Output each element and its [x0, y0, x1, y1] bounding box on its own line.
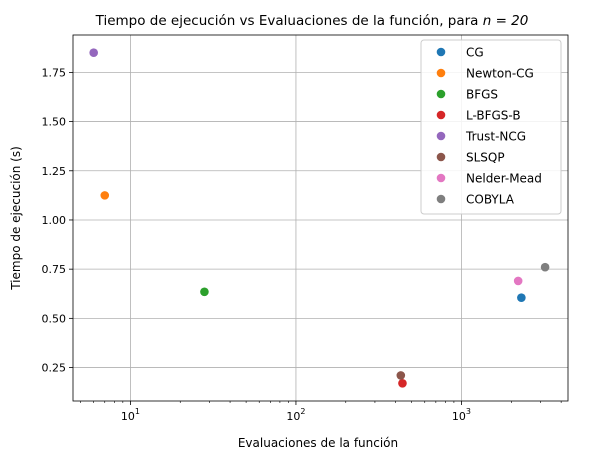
y-tick-label: 1.75 — [42, 66, 67, 79]
legend-label: SLSQP — [466, 151, 505, 165]
y-tick-label: 1.50 — [42, 116, 67, 129]
legend-label: BFGS — [466, 88, 498, 102]
legend-label: Nelder-Mead — [466, 172, 542, 186]
data-point — [541, 263, 550, 272]
y-tick-label: 1.25 — [42, 165, 67, 178]
data-point — [517, 293, 526, 302]
legend-label: L-BFGS-B — [466, 109, 521, 123]
legend-marker — [437, 174, 446, 183]
data-point — [398, 379, 407, 388]
chart-title-math: n = 20 — [483, 13, 529, 29]
legend-marker — [437, 111, 446, 120]
legend-label: Trust-NCG — [465, 130, 526, 144]
y-tick-label: 1.00 — [42, 214, 67, 227]
y-tick-label: 0.50 — [42, 312, 67, 325]
legend-marker — [437, 90, 446, 99]
legend-marker — [437, 195, 446, 204]
y-axis-label: Tiempo de ejecución (s) — [9, 146, 23, 291]
x-tick-label: 103 — [452, 407, 471, 423]
chart-title: Tiempo de ejecución vs Evaluaciones de l… — [95, 13, 529, 29]
legend-label: COBYLA — [466, 193, 515, 207]
data-point — [200, 287, 209, 296]
x-tick-label: 101 — [121, 407, 140, 423]
x-axis-label: Evaluaciones de la función — [238, 436, 398, 450]
legend-marker — [437, 132, 446, 141]
y-tick-label: 0.75 — [42, 263, 67, 276]
data-point — [89, 48, 98, 57]
y-tick-label: 0.25 — [42, 362, 67, 375]
legend-marker — [437, 69, 446, 78]
x-tick-label: 102 — [286, 407, 305, 423]
legend-label: Newton-CG — [466, 67, 534, 81]
legend-marker — [437, 153, 446, 162]
legend-label: CG — [466, 46, 484, 60]
legend: CG Newton-CG BFGS L-BFGS-B Trust-NCG SLSQP Nel… — [421, 40, 561, 214]
legend-marker — [437, 48, 446, 57]
data-point — [514, 277, 523, 286]
data-point — [397, 371, 406, 380]
data-point — [100, 191, 109, 200]
